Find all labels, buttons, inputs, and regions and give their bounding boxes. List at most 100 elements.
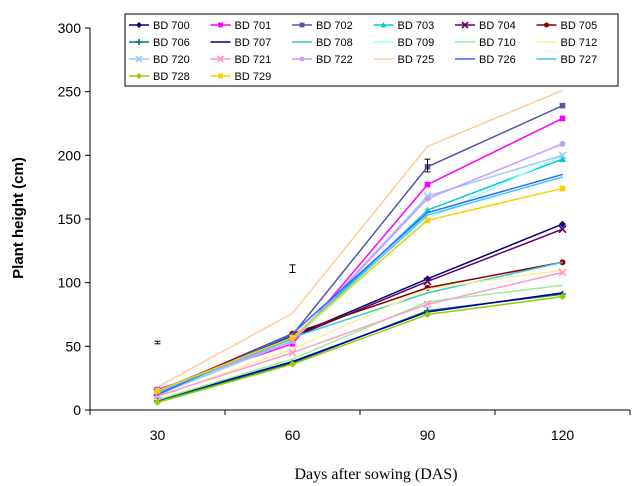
legend-label: BD 701 <box>235 20 272 32</box>
legend-label: BD 703 <box>398 20 435 32</box>
legend-marker <box>218 73 223 79</box>
error-bar <box>424 158 431 173</box>
series-line <box>157 154 563 396</box>
data-point <box>558 225 567 234</box>
series-line <box>157 261 563 393</box>
data-point <box>424 217 431 224</box>
series-line <box>157 143 563 392</box>
legend-label: BD 702 <box>316 20 353 32</box>
data-point <box>559 185 566 192</box>
legend-item: BD 706 <box>129 37 190 49</box>
data-point <box>558 268 567 277</box>
y-tick-label: 100 <box>58 275 82 291</box>
y-tick-label: 300 <box>58 20 82 36</box>
data-point <box>423 300 432 309</box>
x-axis-label: Days after sowing (DAS) <box>294 466 457 483</box>
series-16 <box>157 89 563 388</box>
legend-item: BD 729 <box>210 71 272 83</box>
data-point <box>289 334 296 341</box>
data-point <box>559 155 566 162</box>
data-point <box>424 181 431 188</box>
legend-item: BD 722 <box>292 54 353 66</box>
error-bars <box>154 51 566 345</box>
data-point <box>154 388 161 394</box>
x-axis-ticks: 30 60 90 120 <box>89 410 631 443</box>
legend-label: BD 706 <box>153 37 190 49</box>
x-tick-label: 60 <box>285 427 301 443</box>
legend-label: BD 725 <box>398 54 435 66</box>
data-point <box>559 140 566 147</box>
legend-label: BD 726 <box>479 54 516 66</box>
y-tick-label: 150 <box>58 211 82 227</box>
y-tick-label: 200 <box>58 147 82 163</box>
x-tick-label: 90 <box>420 427 436 443</box>
legend-marker <box>218 22 223 28</box>
legend-label: BD 729 <box>235 71 272 83</box>
legend-marker <box>299 56 305 62</box>
series-15 <box>154 140 566 394</box>
series-line <box>157 89 563 388</box>
legend-marker <box>543 22 550 28</box>
series-lines <box>153 89 567 406</box>
legend-label: BD 727 <box>561 54 598 66</box>
data-point <box>558 151 567 160</box>
series-20 <box>154 185 566 394</box>
series-line <box>157 269 563 398</box>
data-point <box>559 102 566 109</box>
legend-item: BD 720 <box>129 54 190 66</box>
legend-label: BD 721 <box>235 54 272 66</box>
legend-item: BD 725 <box>373 54 435 66</box>
x-tick-label: 30 <box>150 427 166 443</box>
legend-item: BD 705 <box>536 20 598 32</box>
legend-item: BD 701 <box>210 20 272 32</box>
legend: BD 700 BD 701 BD 702 BD 703 BD 704 BD 705 BD 7… <box>124 13 619 87</box>
legend-item: BD 710 <box>455 37 516 49</box>
legend-marker <box>380 22 387 28</box>
series-line <box>157 173 563 396</box>
y-tick-label: 0 <box>73 402 81 418</box>
legend-label: BD 710 <box>479 37 516 49</box>
series-line <box>157 284 563 401</box>
legend-item: BD 707 <box>210 37 271 49</box>
legend-marker <box>461 21 469 29</box>
series-19 <box>154 293 566 406</box>
legend-marker <box>136 39 142 45</box>
series-line <box>157 292 563 401</box>
y-axis-label: Plant height (cm) <box>10 157 27 279</box>
legend-label: BD 704 <box>479 20 516 32</box>
legend-label: BD 705 <box>561 20 598 32</box>
error-bar <box>154 340 161 345</box>
legend-item: BD 726 <box>455 54 516 66</box>
legend-marker <box>216 55 225 63</box>
series-17 <box>157 173 563 396</box>
legend-box <box>124 13 619 87</box>
legend-label: BD 712 <box>561 37 598 49</box>
series-2 <box>154 115 566 393</box>
legend-item: BD 702 <box>292 20 353 32</box>
data-point <box>289 360 296 368</box>
legend-label: BD 720 <box>153 54 190 66</box>
series-line <box>157 117 563 391</box>
legend-item: BD 712 <box>536 37 598 49</box>
legend-marker <box>136 73 142 79</box>
series-line <box>157 271 563 397</box>
legend-label: BD 728 <box>153 71 190 83</box>
x-tick-label: 120 <box>551 427 575 443</box>
series-line <box>157 176 563 393</box>
y-tick-label: 50 <box>65 338 81 354</box>
series-14 <box>153 268 567 401</box>
data-point <box>424 311 431 318</box>
data-point <box>559 293 566 301</box>
legend-item: BD 721 <box>210 54 272 66</box>
legend-marker <box>136 22 142 28</box>
y-axis-ticks: 0 50 100 150 200 250 300 <box>58 20 90 418</box>
legend-marker <box>135 55 143 63</box>
legend-label: BD 722 <box>316 54 353 66</box>
series-12 <box>157 269 563 398</box>
legend-item: BD 704 <box>455 20 516 32</box>
data-point <box>424 195 431 202</box>
error-bar <box>289 264 296 273</box>
legend-item: BD 700 <box>129 20 190 32</box>
legend-item: BD 709 <box>373 37 434 49</box>
